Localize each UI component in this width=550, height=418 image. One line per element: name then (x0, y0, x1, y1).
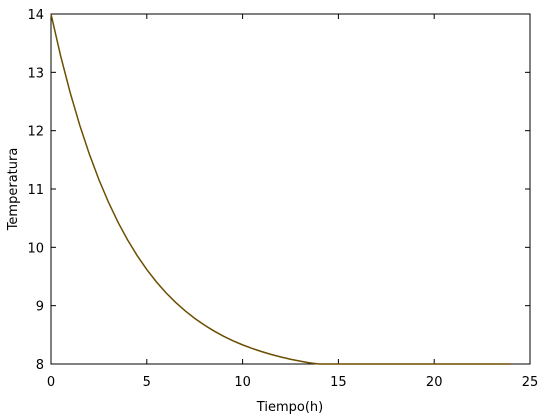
y-axis-ticks: 8 9 10 11 12 13 14 (27, 8, 530, 373)
y-tick-label: 8 (36, 358, 44, 373)
y-tick-label: 9 (36, 300, 44, 315)
x-tick-label: 10 (234, 375, 251, 390)
y-tick-label: 10 (27, 241, 44, 256)
x-axis-label: Tiempo(h) (256, 400, 323, 415)
series-layer (50, 13, 511, 365)
x-axis-ticks: 0 5 10 15 20 25 (47, 14, 538, 390)
y-axis-label: Temperatura (6, 148, 21, 232)
x-tick-label: 25 (522, 375, 539, 390)
x-tick-label: 15 (330, 375, 347, 390)
series-line (50, 13, 511, 365)
x-tick-label: 0 (47, 375, 55, 390)
y-tick-label: 12 (27, 125, 44, 140)
y-tick-label: 14 (27, 8, 44, 23)
y-tick-label: 11 (27, 183, 44, 198)
x-tick-label: 5 (143, 375, 151, 390)
y-tick-label: 13 (27, 66, 44, 81)
x-tick-label: 20 (426, 375, 443, 390)
plot-frame (50, 13, 531, 365)
